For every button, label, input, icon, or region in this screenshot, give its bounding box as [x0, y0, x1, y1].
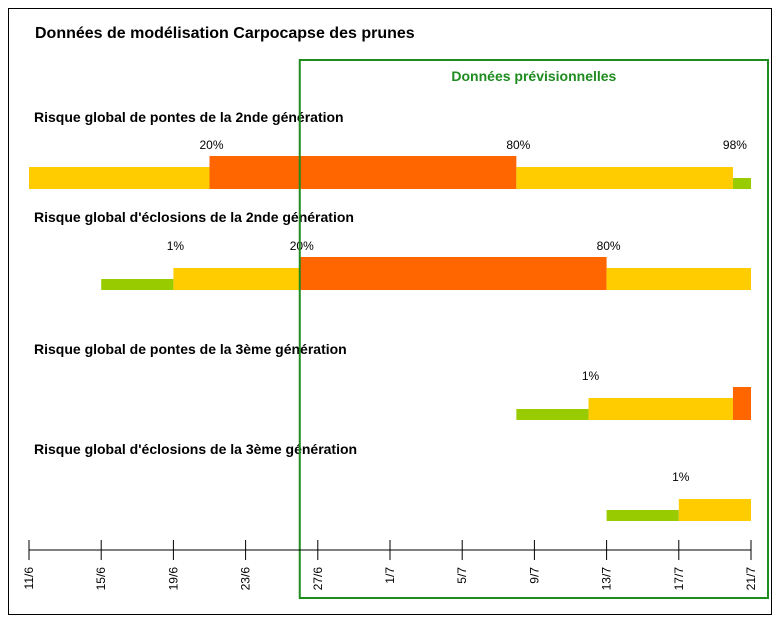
threshold-label: 1% — [167, 239, 185, 253]
row-title: Risque global d'éclosions de la 3ème gén… — [34, 441, 357, 457]
x-tick-label: 15/6 — [94, 567, 108, 591]
forecast-label: Données prévisionnelles — [451, 68, 616, 84]
x-tick-label: 17/7 — [672, 567, 686, 591]
risk-segment — [516, 167, 733, 189]
x-tick-label: 27/6 — [311, 567, 325, 591]
risk-segment — [606, 510, 679, 521]
threshold-label: 20% — [199, 138, 223, 152]
row-title: Risque global de pontes de la 2nde génér… — [34, 109, 344, 125]
risk-segment — [606, 268, 751, 290]
threshold-label: 80% — [506, 138, 530, 152]
x-tick-label: 5/7 — [455, 567, 469, 584]
forecast-box — [298, 59, 769, 599]
risk-segment — [173, 268, 300, 290]
frame — [8, 8, 772, 615]
threshold-label: 1% — [582, 369, 600, 383]
threshold-label: 98% — [723, 138, 747, 152]
x-tick-label: 9/7 — [527, 567, 541, 584]
x-tick-label: 13/7 — [600, 567, 614, 591]
risk-segment — [29, 167, 210, 189]
x-tick-label: 1/7 — [383, 567, 397, 584]
x-tick-label: 11/6 — [22, 567, 36, 590]
risk-segment — [732, 178, 751, 189]
x-tick-label: 19/6 — [166, 567, 180, 591]
risk-segment — [516, 409, 589, 420]
threshold-label: 20% — [290, 239, 314, 253]
row-title: Risque global de pontes de la 3ème génér… — [34, 341, 347, 357]
risk-segment — [732, 387, 751, 420]
risk-segment — [588, 398, 733, 420]
risk-segment — [299, 257, 607, 290]
risk-segment — [678, 499, 751, 521]
row-title: Risque global d'éclosions de la 2nde gén… — [34, 209, 354, 225]
threshold-label: 80% — [597, 239, 621, 253]
threshold-label: 1% — [672, 470, 690, 484]
risk-segment — [209, 156, 517, 189]
risk-segment — [101, 279, 174, 290]
x-tick-label: 21/7 — [744, 567, 758, 591]
chart-title: Données de modélisation Carpocapse des p… — [35, 25, 415, 42]
x-tick-label: 23/6 — [239, 567, 253, 591]
